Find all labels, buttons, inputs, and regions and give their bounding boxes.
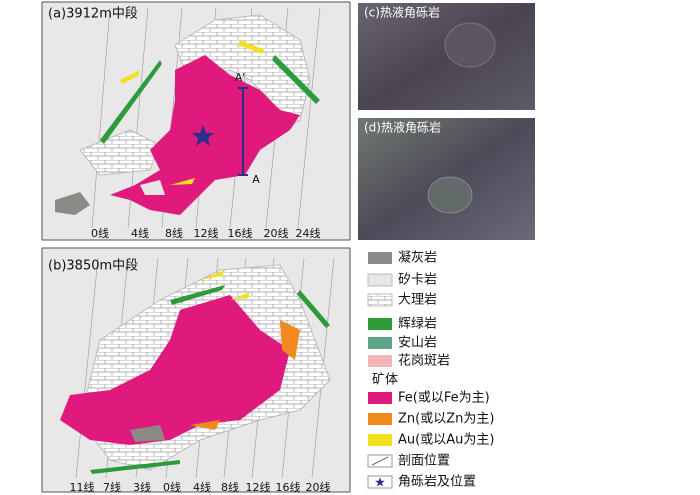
line-label: 20线	[306, 480, 331, 494]
swatch	[367, 293, 393, 307]
swatch-star: ★	[374, 476, 386, 491]
section-label: A'	[235, 71, 246, 84]
swatch	[368, 413, 392, 425]
legend-label: 凝灰岩	[398, 250, 437, 266]
swatch	[368, 252, 392, 264]
legend-label: 矽卡岩	[398, 273, 437, 288]
legend-label: 矿体	[372, 373, 398, 388]
line-label: 7线	[103, 480, 121, 494]
line-label: 16线	[276, 480, 301, 494]
swatch	[367, 475, 393, 489]
line-label: 24线	[296, 226, 321, 240]
line-label: 16线	[228, 226, 253, 240]
line-label: 0线	[91, 226, 109, 240]
panel-label: (a)3912m中段	[48, 7, 138, 22]
photo-c	[358, 3, 535, 110]
photo-detail	[444, 22, 496, 68]
swatch	[368, 392, 392, 404]
legend-label: 花岗斑岩	[398, 353, 450, 369]
legend-label: Au(或以Au为主)	[398, 433, 494, 448]
line-label: 4线	[193, 480, 211, 494]
line-label: 11线	[70, 480, 95, 494]
legend-label: 剖面位置	[398, 454, 450, 469]
photo-label: (c)热液角砾岩	[364, 5, 440, 20]
legend-label: Zn(或以Zn为主)	[398, 412, 494, 427]
line-label: 12线	[246, 480, 271, 494]
swatch-line	[371, 456, 389, 466]
section-label: A	[252, 173, 260, 186]
legend-label: 角砾岩及位置	[398, 475, 476, 490]
photo-detail	[427, 176, 473, 214]
line-label: 20线	[264, 226, 289, 240]
legend-label: Fe(或以Fe为主)	[398, 391, 490, 406]
line-label: 3线	[133, 480, 151, 494]
swatch	[368, 337, 392, 349]
swatch	[368, 355, 392, 367]
swatch	[367, 273, 393, 287]
panel-a	[41, 1, 351, 241]
panel-label: (b)3850m中段	[48, 259, 138, 274]
swatch	[368, 318, 392, 330]
panel-b	[41, 247, 351, 493]
line-label: 12线	[194, 226, 219, 240]
line-label: 4线	[131, 226, 149, 240]
line-label: 8线	[221, 480, 239, 494]
line-label: 8线	[165, 226, 183, 240]
line-label: 0线	[163, 480, 181, 494]
legend-label: 辉绿岩	[398, 317, 437, 332]
swatch	[368, 434, 392, 446]
legend-label: 安山岩	[398, 336, 437, 351]
photo-label: (d)热液角砾岩	[364, 120, 441, 135]
legend-label: 大理岩	[398, 293, 437, 308]
